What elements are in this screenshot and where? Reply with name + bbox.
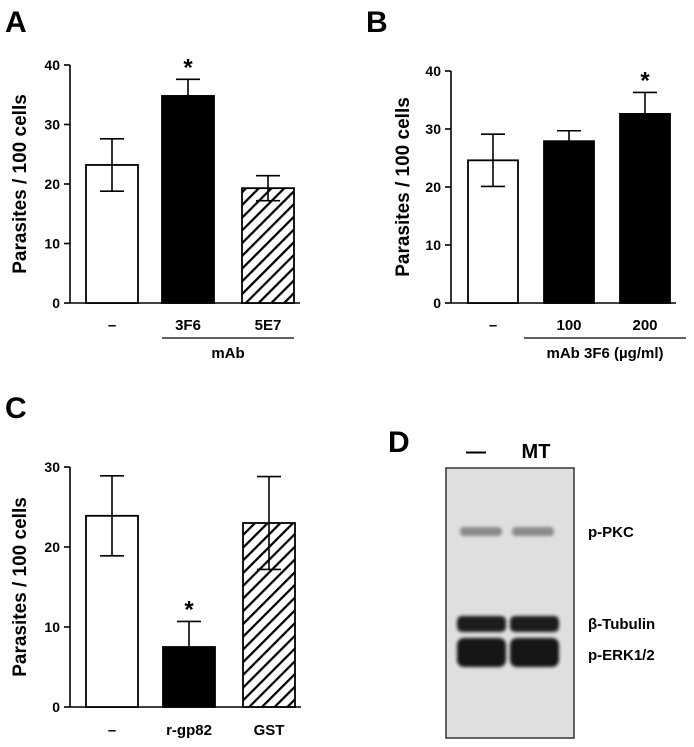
blot-band-label-erk: p-ERK1/2 <box>588 647 655 664</box>
blot-lane-label-control: — <box>466 441 486 463</box>
panel-letter-d: D <box>388 426 410 459</box>
y-tick-label: 0 <box>52 295 60 311</box>
significance-marker: * <box>183 54 193 81</box>
bar <box>241 187 295 304</box>
blot-membrane <box>445 467 575 739</box>
y-tick-label: 40 <box>425 63 441 79</box>
bar <box>619 113 671 304</box>
blot-band-erk-lane2 <box>510 638 559 667</box>
significance-marker: * <box>184 596 194 623</box>
y-tick-label: 0 <box>52 699 60 715</box>
blot-band-ppkc-lane1 <box>460 527 502 536</box>
blot-lane-label-mt: MT <box>522 441 551 463</box>
chart-a: 0 10 20 30 40 Parasites / 100 cells – 3F6 * 5E7 mA… <box>10 54 300 362</box>
category-label: 200 <box>632 317 657 334</box>
y-tick-label: 20 <box>44 176 60 192</box>
y-tick-label: 10 <box>425 237 441 253</box>
y-tick-label: 10 <box>44 619 60 635</box>
panel-letter-c: C <box>5 392 27 425</box>
category-label: 3F6 <box>175 317 201 334</box>
significance-marker: * <box>640 67 650 94</box>
y-tick-label: 40 <box>44 57 60 73</box>
group-label: mAb 3F6 (µg/ml) <box>547 345 664 362</box>
category-label: – <box>108 317 116 334</box>
y-tick-label: 0 <box>433 295 441 311</box>
category-label: 5E7 <box>255 317 282 334</box>
category-label: r-gp82 <box>166 722 212 739</box>
bar <box>162 646 216 708</box>
y-axis-title: Parasites / 100 cells <box>393 97 414 277</box>
y-tick-label: 30 <box>44 117 60 133</box>
category-label: GST <box>254 722 285 739</box>
blot-band-tubulin-lane1 <box>457 616 506 632</box>
panel-letter-b: B <box>366 6 388 39</box>
blot-band-tubulin-lane2 <box>510 616 559 632</box>
blot-band-erk-lane1 <box>457 638 506 667</box>
y-tick-label: 30 <box>425 121 441 137</box>
panel-letter-a: A <box>5 6 27 39</box>
y-tick-label: 30 <box>44 459 60 475</box>
y-axis-title: Parasites / 100 cells <box>10 94 31 274</box>
blot-band-ppkc-lane2 <box>512 527 554 536</box>
blot-band-label-tubulin: β-Tubulin <box>588 616 655 633</box>
chart-c: 0 10 20 30 Parasites / 100 cells – r-gp82 * GST <box>10 459 301 739</box>
blot-band-label-ppkc: p-PKC <box>588 524 634 541</box>
y-axis-title: Parasites / 100 cells <box>10 497 31 677</box>
group-label: mAb <box>211 345 244 362</box>
category-label: 100 <box>556 317 581 334</box>
y-tick-label: 20 <box>44 539 60 555</box>
y-tick-label: 10 <box>44 236 60 252</box>
bar <box>543 140 595 304</box>
chart-b: 0 10 20 30 40 Parasites / 100 cells – 100 200 * mA… <box>393 63 686 362</box>
western-blot: — MT p-PKC β-Tubulin p-ERK1/2 <box>445 441 655 739</box>
bar <box>161 95 215 304</box>
category-label: – <box>489 317 497 334</box>
category-label: – <box>108 722 116 739</box>
y-tick-label: 20 <box>425 179 441 195</box>
